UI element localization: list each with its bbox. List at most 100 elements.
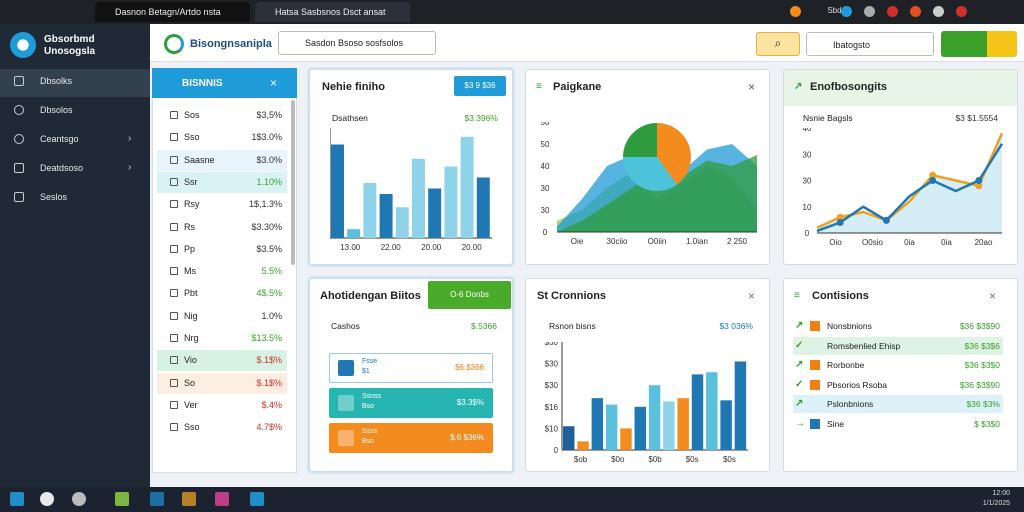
browser-icon[interactable]	[864, 6, 875, 17]
x-tick-label: 0ia	[941, 238, 952, 247]
card-button[interactable]: $3 9 $36	[454, 76, 506, 96]
action-button[interactable]	[941, 31, 987, 57]
list-row[interactable]	[157, 216, 287, 238]
taskbar-icon[interactable]	[150, 492, 164, 506]
list-row[interactable]	[157, 305, 287, 327]
sidebar-item[interactable]: Dbsolos	[40, 105, 73, 115]
close[interactable]: ×	[270, 76, 278, 90]
bar	[460, 136, 474, 238]
sidebar-icon	[14, 76, 24, 86]
list-row[interactable]	[157, 149, 287, 171]
row-label: Nig	[184, 310, 198, 321]
scrollbar	[291, 100, 295, 265]
list-row[interactable]	[157, 261, 287, 283]
contrib-row[interactable]	[793, 356, 1003, 374]
logo-text: Unosogsla	[44, 46, 96, 57]
row-icon	[170, 155, 178, 164]
card-title: Paigkane	[553, 81, 602, 93]
taskbar-icon[interactable]	[215, 492, 229, 506]
list-row[interactable]	[157, 350, 287, 372]
app-icon	[164, 34, 184, 54]
action-row[interactable]	[329, 388, 493, 418]
browser-icon[interactable]	[933, 6, 944, 17]
list-row[interactable]	[157, 194, 287, 216]
clock: 1/1/2025	[982, 500, 1010, 507]
browser-icon[interactable]	[956, 6, 967, 17]
account[interactable]: Sbdos	[827, 6, 850, 15]
contrib-row[interactable]	[793, 395, 1003, 413]
browser-icon[interactable]	[841, 6, 852, 17]
taskbar-icon[interactable]	[72, 492, 86, 506]
bar	[706, 372, 718, 450]
taskbar-icon[interactable]	[115, 492, 129, 506]
browser-icon[interactable]	[910, 6, 921, 17]
bar	[379, 194, 393, 238]
action-row[interactable]	[329, 353, 493, 383]
y-tick-label: 30	[541, 206, 550, 215]
list-row[interactable]	[157, 417, 287, 439]
y-tick-label: 0	[554, 446, 559, 455]
contrib-row[interactable]	[793, 336, 1003, 355]
y-tick-label: $30	[545, 342, 559, 347]
action-button[interactable]	[987, 31, 1017, 57]
browser-icon[interactable]	[887, 6, 898, 17]
list-row[interactable]	[157, 238, 287, 260]
contrib-row[interactable]	[793, 414, 1003, 433]
dropdown[interactable]: Sasdon Bsoso sosfsolos	[278, 31, 436, 55]
row-label: Romsbenlied Ehisp	[827, 340, 901, 351]
browser-tab[interactable]: Hatsa Sasbsnos Dsct ansat	[255, 2, 410, 22]
row-label: Saasne	[184, 154, 215, 165]
list-row[interactable]	[157, 283, 287, 305]
y-tick-label: $30	[545, 360, 559, 369]
list-row[interactable]	[157, 171, 287, 193]
row-label: Sso	[184, 132, 200, 143]
search-button[interactable]: ⌕	[756, 32, 800, 56]
list-row[interactable]	[157, 105, 287, 126]
sidebar-item[interactable]: Seslos	[40, 192, 68, 202]
bar	[428, 188, 442, 238]
close[interactable]: ×	[748, 289, 756, 303]
row-value: 1$,1.3%	[248, 199, 282, 210]
taskbar-icon[interactable]	[250, 492, 264, 506]
close[interactable]: ×	[748, 80, 756, 94]
list-row[interactable]	[157, 394, 287, 416]
row-sub: $1	[362, 368, 370, 375]
close[interactable]: ×	[748, 80, 756, 94]
row-label: Ms	[184, 266, 196, 277]
row-value: $ $3$0	[974, 418, 1000, 429]
card-button[interactable]: O-6 Donbs	[428, 281, 511, 309]
browser-tab[interactable]: Dasnon Betagn/Artdo nsta	[95, 2, 250, 22]
x-tick-label: 13.00	[340, 243, 361, 252]
taskbar-icon[interactable]	[40, 492, 54, 506]
row-icon	[170, 356, 178, 365]
row-marker	[810, 360, 820, 370]
sidebar-item[interactable]: Ceantsgo	[40, 134, 79, 144]
close[interactable]: ×	[989, 289, 997, 303]
list-row[interactable]	[157, 328, 287, 349]
row-icon: ✓	[795, 378, 804, 390]
x-tick-label: $0s	[686, 455, 699, 464]
search-box[interactable]: Ibatogsto	[806, 32, 934, 56]
row-value: $3.3$%	[456, 398, 484, 407]
row-label: So	[184, 377, 196, 388]
sidebar-item[interactable]: Deatdsoso	[40, 163, 84, 173]
row-icon	[170, 200, 178, 209]
list-row[interactable]	[157, 127, 287, 149]
row-value: 5.5%	[261, 266, 282, 277]
y-tick-label: 30	[803, 150, 812, 159]
row-label: Sso	[184, 422, 200, 433]
row-icon	[170, 289, 178, 298]
contrib-row[interactable]	[793, 317, 1003, 335]
pie-slice	[623, 123, 657, 157]
list-row[interactable]	[157, 372, 287, 394]
bar	[563, 426, 575, 450]
action-row[interactable]	[329, 423, 493, 453]
row-label: Pbsorios Rsoba	[827, 379, 888, 390]
browser-icon[interactable]	[790, 6, 801, 17]
contrib-row[interactable]	[793, 375, 1003, 394]
row-label: Ssr	[184, 176, 198, 187]
taskbar-icon[interactable]	[182, 492, 196, 506]
taskbar-icon[interactable]	[10, 492, 24, 506]
app-title: Bisongnsanipla	[190, 38, 272, 50]
sidebar-item[interactable]: Dbsolks	[40, 76, 73, 86]
